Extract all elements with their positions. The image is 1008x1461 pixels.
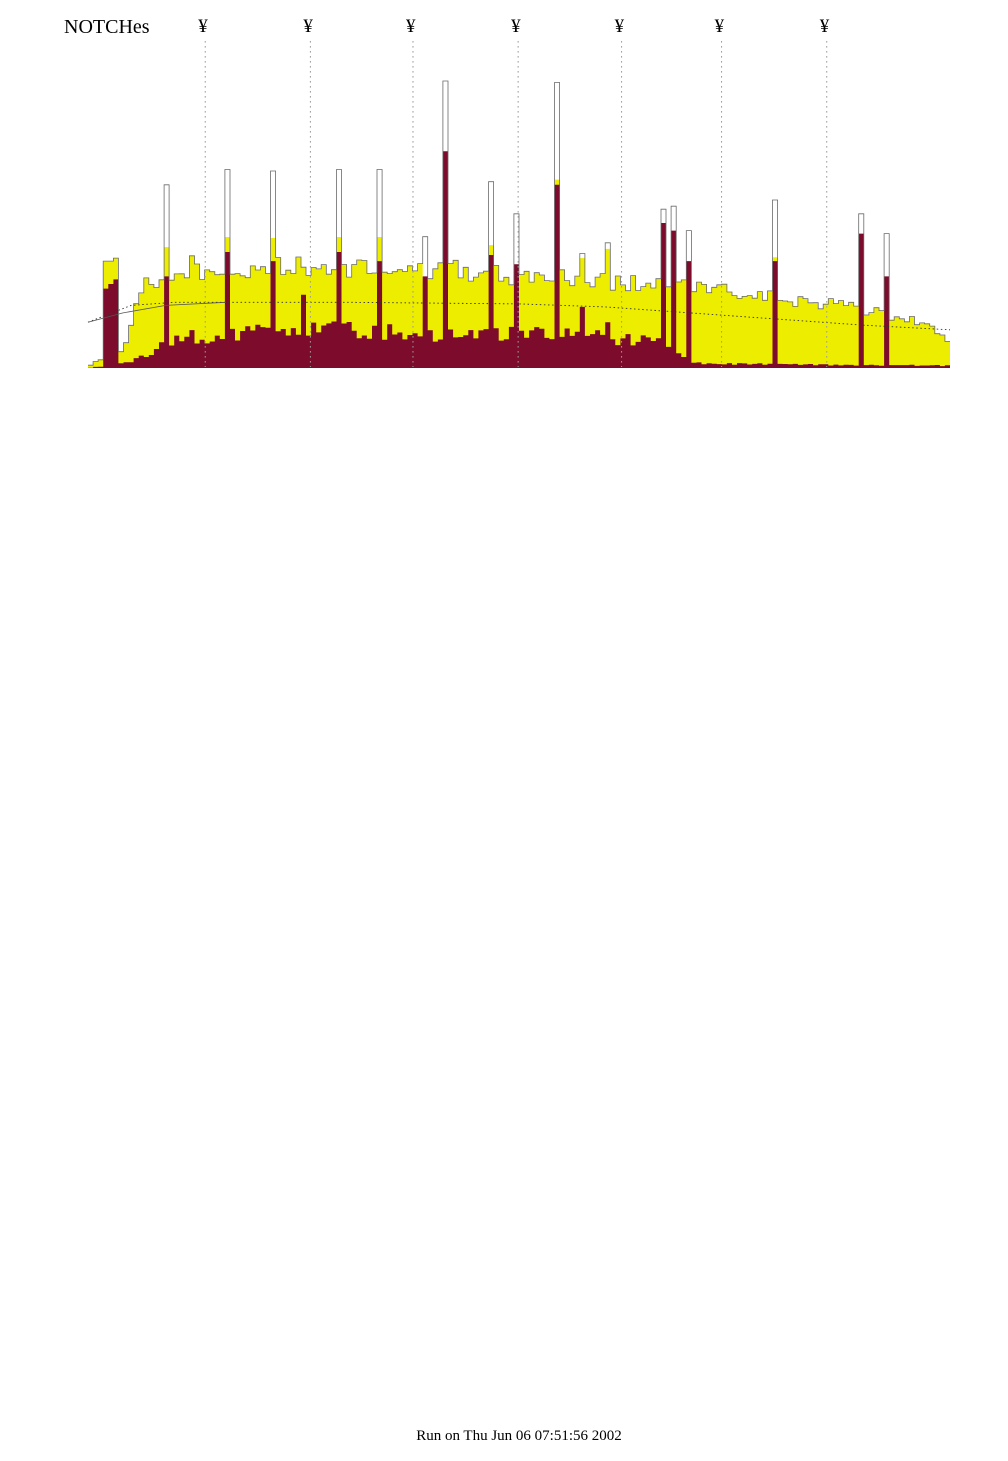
notch-symbol: ¥ [198,16,208,37]
notch-symbol: ¥ [511,16,521,37]
outline-hist-stroke [88,80,950,366]
notch-symbol: ¥ [614,16,625,37]
notch-symbol: ¥ [714,16,725,37]
notch-symbol: ¥ [303,16,313,37]
notch-symbol: ¥ [819,16,830,37]
notches-label: NOTCHes [64,16,150,38]
run-timestamp: Run on Thu Jun 06 07:51:56 2002 [416,1428,622,1444]
notch-symbol: ¥ [405,16,416,37]
notches-header: NOTCHes ¥ ¥ ¥ ¥ ¥ ¥ ¥ [0,16,1008,42]
dark-spectrum-hist [88,151,950,368]
panel-1-svg [87,41,951,368]
solid-reference-curve [87,301,226,323]
